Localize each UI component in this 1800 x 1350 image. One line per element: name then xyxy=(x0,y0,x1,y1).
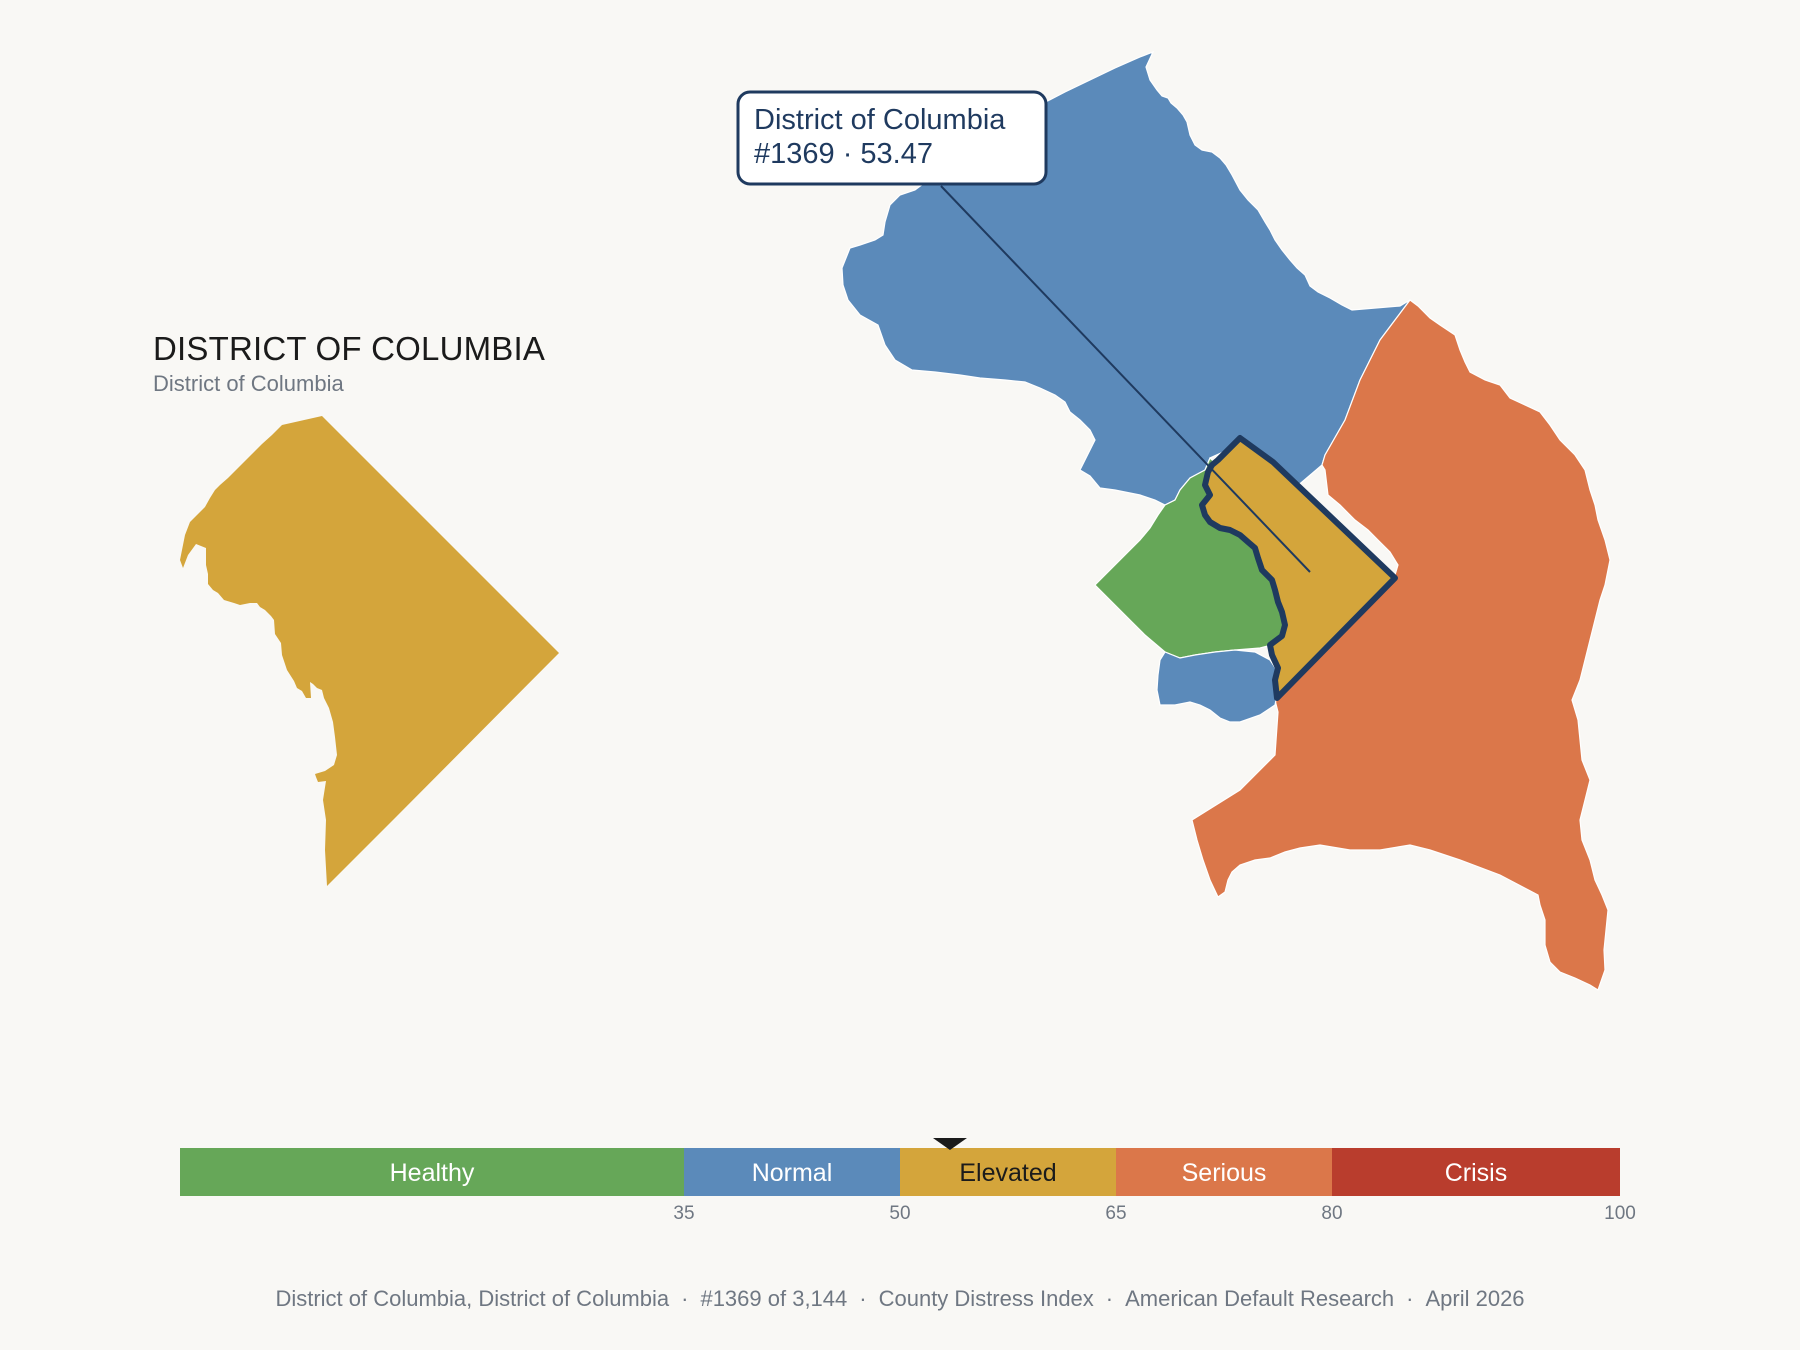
callout-leader-line xyxy=(940,185,1311,573)
region-alexandria[interactable] xyxy=(1156,649,1281,723)
legend-segment-elevated xyxy=(900,1148,1116,1196)
legend-marker xyxy=(932,1138,967,1150)
legend-label-crisis: Crisis xyxy=(1445,1159,1508,1187)
footer-item: District of Columbia, District of Columb… xyxy=(275,1286,670,1311)
legend-segment-crisis xyxy=(1332,1148,1620,1196)
legend-label-serious: Serious xyxy=(1182,1159,1267,1187)
legend-tick: 100 xyxy=(1604,1203,1636,1224)
legend-label-healthy: Healthy xyxy=(390,1159,475,1187)
inset-district-shape xyxy=(180,416,559,886)
footer-item: #1369 of 3,144 xyxy=(700,1286,848,1311)
legend-tick: 50 xyxy=(889,1203,910,1224)
legend-tick: 35 xyxy=(673,1203,694,1224)
legend-segment-serious xyxy=(1116,1148,1332,1196)
callout-name: District of Columbia xyxy=(754,104,1006,136)
legend-label-elevated: Elevated xyxy=(959,1159,1056,1187)
legend-tick: 65 xyxy=(1105,1203,1126,1224)
footer-separator: · xyxy=(1105,1286,1114,1311)
footer: District of Columbia, District of Columb… xyxy=(0,1286,1800,1312)
callout-rank-score: #1369 · 53.47 xyxy=(754,138,933,170)
legend-ticks: 35 50 65 80 100 xyxy=(673,1203,1635,1224)
legend-tick: 80 xyxy=(1321,1203,1342,1224)
page-title: DISTRICT OF COLUMBIA xyxy=(153,330,546,367)
footer-item: County Distress Index xyxy=(878,1286,1094,1311)
page-subtitle: District of Columbia xyxy=(153,371,344,396)
legend-bar: Healthy Normal Elevated Serious Crisis xyxy=(180,1148,1620,1196)
region-district-of-columbia[interactable] xyxy=(1199,435,1398,701)
footer-item: April 2026 xyxy=(1425,1286,1525,1311)
legend-segment-healthy xyxy=(180,1148,684,1196)
callout: District of Columbia #1369 · 53.47 xyxy=(736,90,1048,186)
legend-label-normal: Normal xyxy=(752,1159,833,1187)
footer-separator: · xyxy=(859,1286,867,1311)
callout-box xyxy=(736,90,1048,186)
footer-separator: · xyxy=(681,1286,689,1311)
footer-item: American Default Research xyxy=(1125,1286,1395,1311)
footer-separator: · xyxy=(1406,1286,1414,1311)
legend-segment-normal xyxy=(684,1148,900,1196)
